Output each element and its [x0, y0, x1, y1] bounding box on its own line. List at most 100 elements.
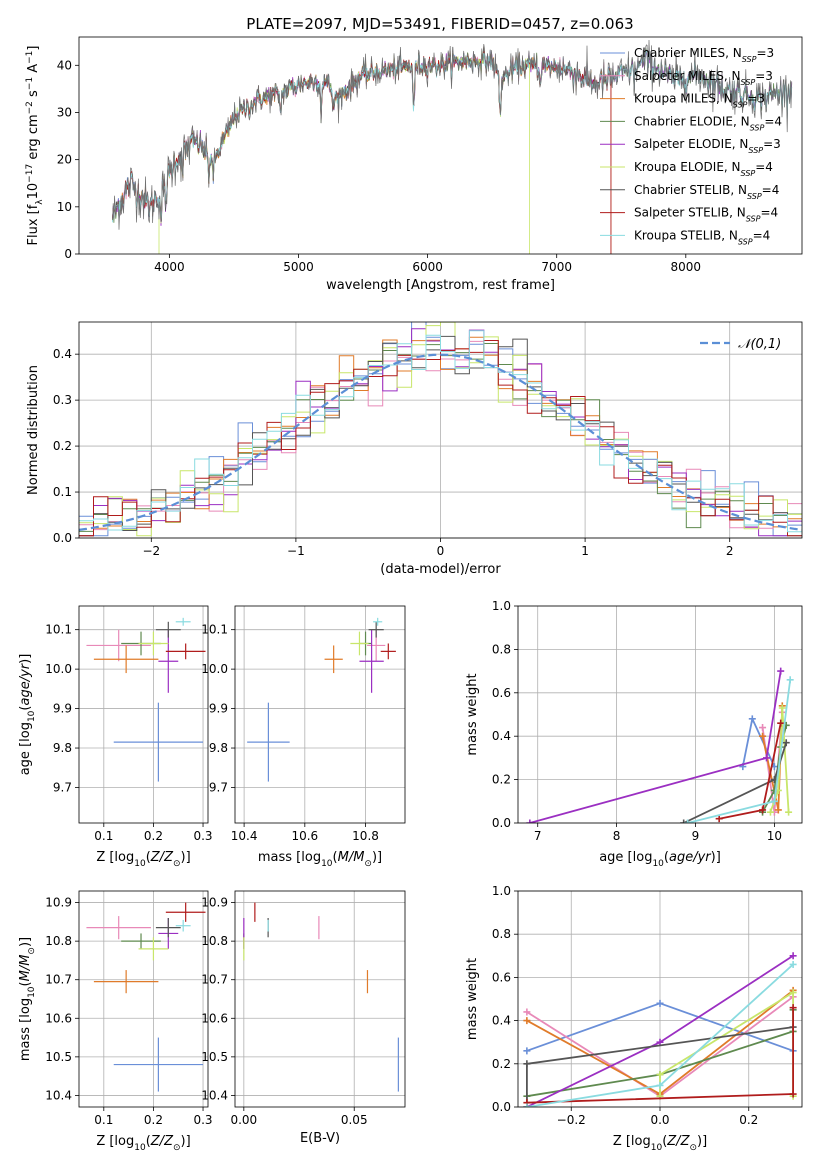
legend-name: Chabrier MILES, N [634, 46, 742, 60]
label-part: M/M [18, 955, 33, 982]
x-tick-label: −0.2 [557, 1113, 586, 1127]
weight-marker [785, 808, 793, 816]
legend-entry: 𝒩(0,1) [738, 337, 781, 352]
weight-marker [523, 1008, 531, 1016]
y-tick-label: 0.3 [53, 393, 72, 407]
y-tick-label: 10.9 [45, 896, 72, 910]
label-part: age/yr [18, 662, 33, 705]
weight-marker [680, 819, 688, 823]
legend-sub: SSP [742, 55, 757, 64]
y-tick-label: 30 [57, 105, 72, 119]
residual-histogram-line [79, 330, 802, 533]
label-part: age [log [599, 850, 652, 865]
weight-marker [789, 1090, 797, 1098]
y-tick-label: 1.0 [492, 599, 511, 613]
plot-area-spectrum [112, 39, 793, 254]
x-tick-label: 2 [726, 544, 734, 558]
label-part: s [26, 90, 41, 101]
x-axis-label: mass [log10(M/M⊙)] [258, 850, 382, 869]
y-tick-label: 10.1 [201, 623, 228, 637]
x-tick-label: 0.00 [230, 1113, 257, 1127]
axes-residuals: −2 −1 0 1 2 0.0 0.1 0.2 0.3 0.4 (data-model)/error… [26, 321, 803, 577]
figure-title: PLATE=2097, MJD=53491, FIBERID=0457, z=0… [246, 15, 633, 33]
axes-spectrum: 4000 5000 6000 7000 8000 0 10 20 30 40 wavelength … [25, 36, 803, 293]
y-tick-label: 0.4 [53, 347, 72, 361]
y-axis-label: mass [log10(M/M⊙)] [18, 937, 37, 1061]
y-tick-label: 0.2 [492, 1057, 511, 1071]
x-tick-label: 8 [613, 829, 621, 843]
x-axis-label: Z [log10(Z/Z⊙)] [96, 850, 190, 869]
axes-frame [78, 605, 209, 824]
label-part: Z/Z [150, 850, 174, 865]
legend-entry: Salpeter MILES, NSSP=3 [634, 69, 773, 87]
y-tick-label: 40 [57, 58, 72, 72]
frame-spectrum: 4000 5000 6000 7000 8000 0 10 20 30 40 wavelength … [25, 36, 803, 293]
label-part: erg cm [26, 114, 41, 163]
x-tick-label: 0.1 [94, 829, 113, 843]
y-axis-label: mass weight [465, 673, 480, 755]
label-part: )] [711, 850, 721, 865]
axes-age-vs-Z: 0.1 0.2 0.39.79.89.910.010.1Z [log10(Z/Z⊙)… [18, 605, 213, 869]
label-part: −2 [25, 101, 35, 114]
y-tick-label: 20 [57, 153, 72, 167]
label-part: )] [697, 1134, 707, 1149]
y-tick-label: 9.8 [209, 741, 228, 755]
plot-area-mass-vs-Z [86, 902, 206, 1092]
y-tick-label: 10.0 [201, 662, 228, 676]
legend-entry: Kroupa MILES, NSSP=3 [634, 92, 765, 110]
weight-marker [748, 715, 756, 723]
x-tick-label: 0.1 [94, 1113, 113, 1127]
y-tick-label: 0.4 [492, 729, 511, 743]
axes-frame [234, 605, 406, 824]
label-part: 10 [652, 859, 664, 869]
axes-mass-vs-Z: 0.1 0.2 0.310.410.510.610.710.810.9Z [log1… [18, 890, 213, 1153]
y-tick-label: 0.4 [492, 1014, 511, 1028]
grid-mass-vs-ebv [235, 891, 405, 1107]
label-part: 10 [134, 1143, 146, 1153]
label-part: −1 [25, 51, 35, 64]
label-part: ( [146, 1134, 151, 1149]
frame-mass-vs-Z: 0.1 0.2 0.310.410.510.610.710.810.9Z [log1… [18, 890, 213, 1153]
legend-entry: Chabrier ELODIE, NSSP=4 [634, 114, 782, 131]
label-part: age [log [18, 722, 33, 775]
x-axis-label: Z [log10(Z/Z⊙)] [96, 1134, 190, 1153]
y-tick-label: 10 [57, 200, 72, 214]
x-tick-label: 10.8 [352, 829, 379, 843]
label-part: M/M [338, 850, 365, 865]
label-part: ⊙ [689, 1143, 697, 1153]
legend-entry: Chabrier MILES, NSSP=3 [634, 46, 774, 64]
label-part: ⊙ [27, 947, 37, 955]
axes-age-vs-mass: 10.4 10.6 10.8 9.7 9.8 9.9 10.0 10.1 mass [log10… [201, 605, 406, 869]
axes-frame [78, 890, 209, 1108]
x-tick-label: 0 [437, 544, 445, 558]
weight-marker [789, 952, 797, 960]
y-axis-label: Normed distribution [26, 365, 41, 495]
x-tick-label: 9 [692, 829, 700, 843]
label-part: ( [662, 1134, 667, 1149]
y-tick-label: 0.1 [53, 485, 72, 499]
x-tick-label: 6000 [412, 260, 443, 274]
label-part: )] [181, 1134, 191, 1149]
label-part: Z [log [96, 1134, 134, 1149]
y-tick-label: 0 [64, 247, 72, 261]
frame-age-vs-mass: 10.4 10.6 10.8 9.7 9.8 9.9 10.0 10.1 mass [log10… [201, 605, 406, 869]
weight-marker [656, 1071, 664, 1079]
y-tick-label: 10.0 [45, 662, 72, 676]
legend-sub: SSP [741, 77, 756, 86]
weight-marker [656, 1081, 664, 1089]
axes-frame [234, 890, 406, 1108]
y-tick-label: 10.4 [201, 1088, 228, 1102]
x-axis-label: (data-model)/error [380, 562, 501, 577]
weight-marker [656, 999, 664, 1007]
label-part: Z/Z [150, 1134, 174, 1149]
legend-nssp: =3 [756, 46, 774, 60]
legend-entry: Chabrier STELIB, NSSP=4 [634, 183, 779, 201]
plot-area-age-vs-mass [247, 617, 396, 782]
x-tick-label: 1 [581, 544, 589, 558]
legend-name: Salpeter MILES, N [634, 69, 741, 83]
label-part: ⊙ [173, 859, 181, 869]
weight-marker [656, 1038, 664, 1046]
y-tick-label: 10.5 [201, 1050, 228, 1064]
x-tick-label: −1 [287, 544, 305, 558]
